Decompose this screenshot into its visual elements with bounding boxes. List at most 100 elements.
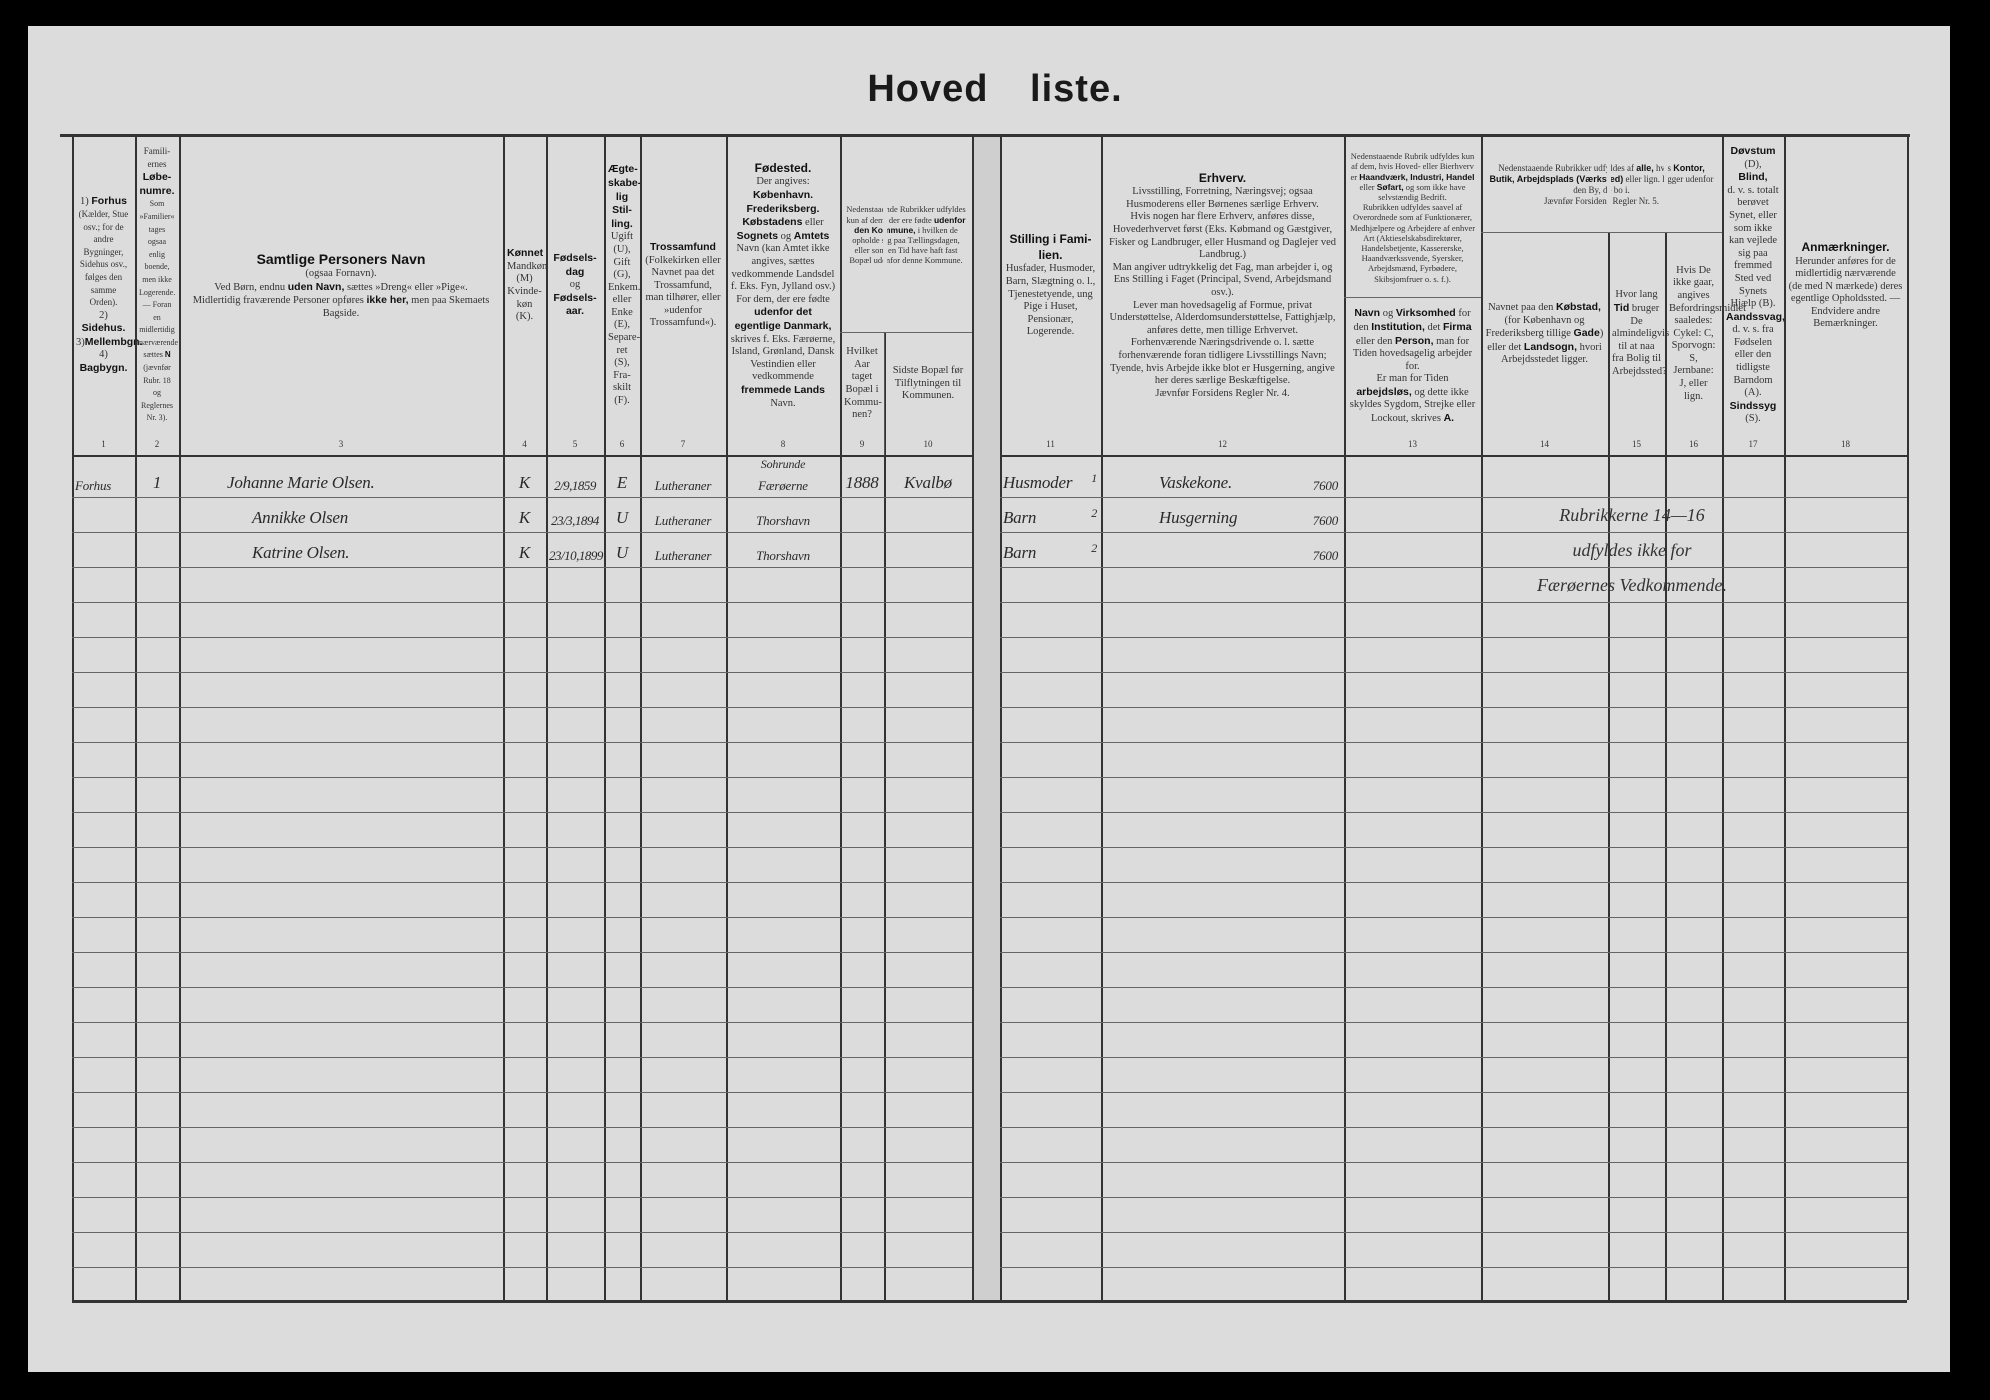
stamp-note-line: Rubrikkerne 14—16 (1559, 505, 1705, 525)
cell-code: 7600 (1312, 513, 1338, 528)
page-title: Hoved liste. (867, 68, 1123, 110)
column-divider (1481, 137, 1483, 1300)
cell-birthplace: Færøerne (758, 478, 808, 493)
row-line (72, 672, 972, 673)
column-number: 15 (1632, 439, 1641, 449)
cell-occupation: Husgerning (1159, 508, 1238, 527)
cell-birthplace: Thorshavn (756, 548, 810, 563)
cell-occupation: Vaskekone. (1159, 473, 1233, 492)
column-divider (884, 137, 886, 1300)
row-line (1000, 1057, 1907, 1058)
column-header-3: Samtlige Personers Navn (ogsaa Fornavn). V… (192, 250, 490, 319)
cell-sex: K (518, 473, 531, 492)
column-number: 18 (1841, 439, 1850, 449)
cell-last-residence: Kvalbø (904, 473, 952, 492)
row-line (72, 1197, 972, 1198)
row-line (72, 777, 972, 778)
column-header-16: Hvis De ikke gaar, angives Befordringsmi… (1669, 264, 1746, 402)
cell-religion: Lutheraner (654, 513, 712, 528)
column-number: 12 (1218, 439, 1227, 449)
stamp-note-line: Færøernes Vedkommende. (1537, 575, 1727, 595)
column-divider (604, 137, 606, 1300)
row-line (1000, 1022, 1907, 1023)
group-header-14-16: Nedenstaaende Rubrikker udfyldes af alle… (1489, 163, 1714, 206)
cell-marital: E (616, 473, 628, 492)
row-line (72, 532, 972, 533)
cell-family-position: Barn (1003, 543, 1037, 562)
cell-marital: U (615, 508, 629, 527)
cell-family-mark: 2 (1091, 506, 1097, 520)
row-line (72, 637, 972, 638)
cell-birthplace-above: Sohrunde (760, 457, 806, 471)
page-gutter (974, 137, 1000, 1300)
column-header-17: Døvstum (D), Blind, d. v. s. totalt berøve… (1726, 144, 1785, 425)
row-line (72, 1092, 972, 1093)
cell-birth: 23/3,1894 (551, 513, 599, 528)
row-line (1000, 1197, 1907, 1198)
column-number: 16 (1689, 439, 1698, 449)
cell-religion: Lutheraner (654, 548, 712, 563)
column-divider (1101, 137, 1103, 1300)
column-number: 14 (1540, 439, 1549, 449)
column-number: 2 (154, 439, 160, 449)
cell-family-no: 1 (152, 473, 162, 492)
column-header-18: Anmærkninger. Herunder anføres for de mid… (1788, 239, 1903, 330)
column-number: 11 (1046, 439, 1055, 449)
column-divider (72, 137, 74, 1300)
column-number: 6 (619, 439, 625, 449)
row-line (72, 1232, 972, 1233)
column-header-5: Fødsels-dag og Fødsels-aar. (553, 252, 597, 318)
cell-code: 7600 (1312, 548, 1338, 563)
row-line (72, 847, 972, 848)
row-line (72, 1127, 972, 1128)
column-number: 10 (923, 439, 933, 449)
row-line (1000, 777, 1907, 778)
column-number: 3 (338, 439, 344, 449)
column-header-9: Hvilket Aar taget Bopæl i Kommu-nen? (844, 346, 882, 421)
row-line (72, 812, 972, 813)
column-number: 7 (680, 439, 686, 449)
column-divider (1000, 137, 1002, 1300)
cell-marital: U (615, 543, 629, 562)
row-line (72, 952, 972, 953)
row-line (1000, 602, 1907, 603)
cell-birth: 23/10,1899 (549, 548, 603, 563)
row-line (1000, 707, 1907, 708)
column-divider (546, 137, 548, 1300)
column-header-7: Trossamfund (Folkekirken eller Navnet paa… (645, 240, 721, 329)
row-line (1000, 1162, 1907, 1163)
row-line (1000, 532, 1907, 533)
row-line (72, 497, 972, 498)
column-header-12: Erhverv. Livsstilling, Forretning, Næring… (1108, 170, 1336, 399)
column-header-8: Fødested. Der angives: København. Frederik… (730, 160, 836, 409)
subheader-divider (840, 332, 972, 333)
cell-building: Forhus (75, 478, 112, 493)
group-header-13: Nedenstaaende Rubrik udfyldes kun af dem… (1349, 151, 1476, 284)
cell-year-moved: 1888 (845, 473, 879, 492)
column-divider (1907, 137, 1909, 1300)
column-number: 1 (101, 439, 106, 449)
row-line (72, 987, 972, 988)
row-line (72, 742, 972, 743)
row-line (72, 882, 972, 883)
column-header-1: 1) Forhus (Kælder, Stue osv.; for de andr… (76, 195, 143, 375)
row-line (1000, 987, 1907, 988)
row-line (1000, 882, 1907, 883)
row-line (72, 1267, 972, 1268)
row-line (1000, 672, 1907, 673)
cell-family-mark: 1 (1091, 471, 1097, 485)
row-line (1000, 742, 1907, 743)
subheader-divider (884, 332, 885, 455)
column-number: 13 (1408, 439, 1417, 449)
column-divider (135, 137, 137, 1300)
column-number: 5 (572, 439, 578, 449)
column-divider (1608, 137, 1610, 1300)
row-line (72, 567, 972, 568)
row-line (1000, 637, 1907, 638)
cell-name: Annikke Olsen (252, 508, 349, 527)
row-line (72, 602, 972, 603)
column-divider (1344, 137, 1346, 1300)
cell-family-position: Husmoder (1003, 473, 1073, 492)
header-merge (883, 137, 887, 332)
column-number: 8 (780, 439, 786, 449)
